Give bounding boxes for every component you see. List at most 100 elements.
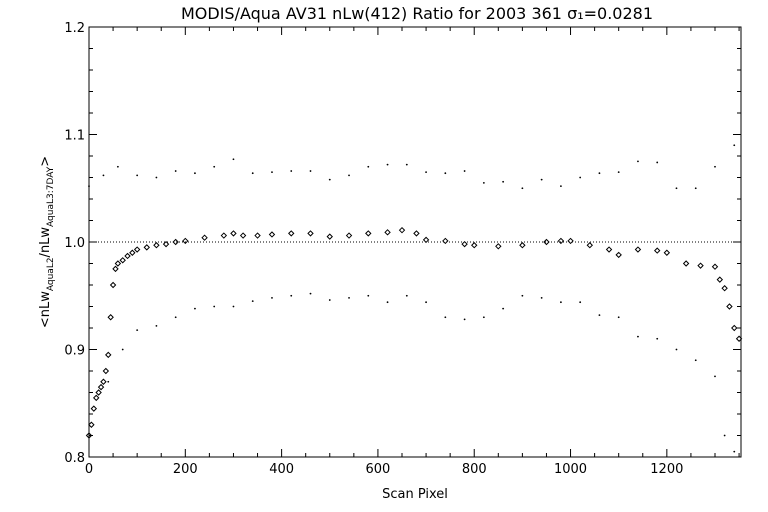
mean-ratio-point (365, 230, 372, 237)
mean-ratio-point (97, 383, 105, 391)
mean-ratio-point (102, 367, 110, 375)
lower-bound-point (271, 297, 273, 299)
lower-bound-point (560, 301, 562, 304)
lower-bound-point (386, 301, 389, 304)
y-tick-label: 0.9 (64, 344, 85, 359)
mean-ratio-point (654, 247, 661, 254)
upper-bound-point (560, 185, 562, 188)
mean-ratio-point (268, 231, 276, 238)
mean-ratio-point (119, 257, 126, 264)
y-tick-label: 0.8 (64, 451, 85, 466)
lower-bound-point (251, 300, 254, 303)
lower-bound-point (656, 337, 659, 340)
lower-bound-point (463, 318, 466, 321)
mean-ratio-point (93, 394, 100, 402)
lower-bound-point (540, 297, 543, 299)
mean-ratio-point (605, 246, 613, 253)
y-tick-label: 1.2 (64, 21, 85, 36)
upper-bound-point (88, 185, 90, 188)
x-tick-label: 1000 (554, 462, 587, 477)
upper-bound-point (714, 165, 716, 168)
lower-bound-point (309, 292, 312, 295)
mean-ratio-point (162, 240, 170, 248)
mean-ratio-point (471, 242, 478, 249)
upper-bound-point (502, 180, 505, 183)
x-tick-label: 800 (462, 462, 487, 477)
lower-bound-point (482, 316, 485, 319)
upper-bound-point (637, 160, 639, 163)
x-tick-label: 1200 (650, 462, 683, 477)
upper-bound-point (405, 163, 408, 166)
upper-bound-point (155, 176, 158, 179)
y-tick-label: 1.1 (64, 129, 85, 144)
y-axis-label: <nLwAquaL2/nLwAquaL3:7DAY> (38, 156, 56, 328)
upper-bound-point (521, 187, 524, 190)
mean-ratio-point (398, 226, 406, 234)
mean-ratio-point (90, 405, 98, 412)
mean-ratio-point (422, 236, 430, 244)
lower-bound-point (694, 359, 697, 362)
mean-ratio-point (105, 351, 112, 359)
lower-bound-point (155, 324, 158, 327)
lower-bound-point (617, 316, 620, 319)
mean-ratio-point (107, 314, 114, 321)
upper-bound-point (174, 170, 177, 172)
mean-ratio-point (114, 260, 122, 267)
upper-bound-point (656, 161, 659, 164)
lower-bound-point (598, 314, 601, 316)
lower-bound-point (714, 375, 716, 378)
mean-ratio-point (557, 237, 565, 245)
mean-ratio-point (129, 249, 136, 256)
lower-bound-point (290, 294, 293, 297)
mean-ratio-point (85, 432, 93, 439)
lower-bound-point (107, 380, 110, 383)
mean-ratio-point (288, 230, 295, 237)
mean-ratio-point (95, 389, 102, 396)
upper-bound-point (733, 144, 736, 147)
mean-ratio-point (133, 246, 141, 253)
lower-bound-point (213, 305, 216, 308)
mean-ratio-point (153, 242, 160, 249)
mean-ratio-point (726, 303, 733, 310)
mean-ratio-point (567, 237, 574, 245)
svg-text:<nLwAquaL2/nLwAquaL3:7DAY>: <nLwAquaL2/nLwAquaL3:7DAY> (38, 156, 56, 328)
lower-bound-point (194, 307, 196, 310)
lower-bound-point (425, 301, 427, 304)
upper-bound-point (463, 170, 466, 172)
lower-bound-point (579, 301, 582, 304)
lower-bound-point (328, 299, 331, 301)
upper-bound-point (309, 170, 312, 172)
mean-ratio-point (230, 230, 237, 237)
lower-bound-point (444, 316, 447, 319)
upper-bound-point (271, 171, 273, 174)
mean-ratio-point (345, 232, 353, 239)
lower-bound-point (521, 294, 524, 297)
upper-bound-point (598, 172, 601, 175)
upper-bound-point (694, 187, 697, 190)
upper-bound-point (348, 174, 350, 177)
lower-bound-point (348, 297, 350, 299)
mean-ratio-point (697, 262, 704, 269)
mean-ratio-point (663, 249, 671, 256)
plot-area: 0 200 400 600 800 1000 1200 0.8 0.9 1.0 1.1 1.2 (64, 21, 743, 477)
mean-ratio-point (307, 230, 314, 237)
mean-ratio-point (384, 229, 391, 236)
upper-bound-point (579, 176, 582, 179)
lower-bound-point (405, 294, 408, 297)
upper-bound-point (482, 181, 485, 184)
upper-bound-point (444, 172, 447, 175)
lower-bound-point (637, 335, 639, 338)
upper-bound-point (290, 170, 293, 172)
mean-ratio-point (461, 240, 468, 248)
mean-ratio-point (682, 260, 690, 267)
lower-bound-point (733, 450, 736, 453)
upper-bound-point (116, 165, 119, 168)
chart-title: MODIS/Aqua AV31 nLw(412) Ratio for 2003 … (181, 4, 653, 23)
lower-bound-point (367, 294, 370, 297)
mean-ratio-point (326, 233, 333, 240)
mean-ratio-point (201, 234, 208, 241)
mean-ratio-point (711, 263, 719, 270)
mean-ratio-point (721, 285, 728, 292)
mean-ratio-point (495, 243, 502, 250)
